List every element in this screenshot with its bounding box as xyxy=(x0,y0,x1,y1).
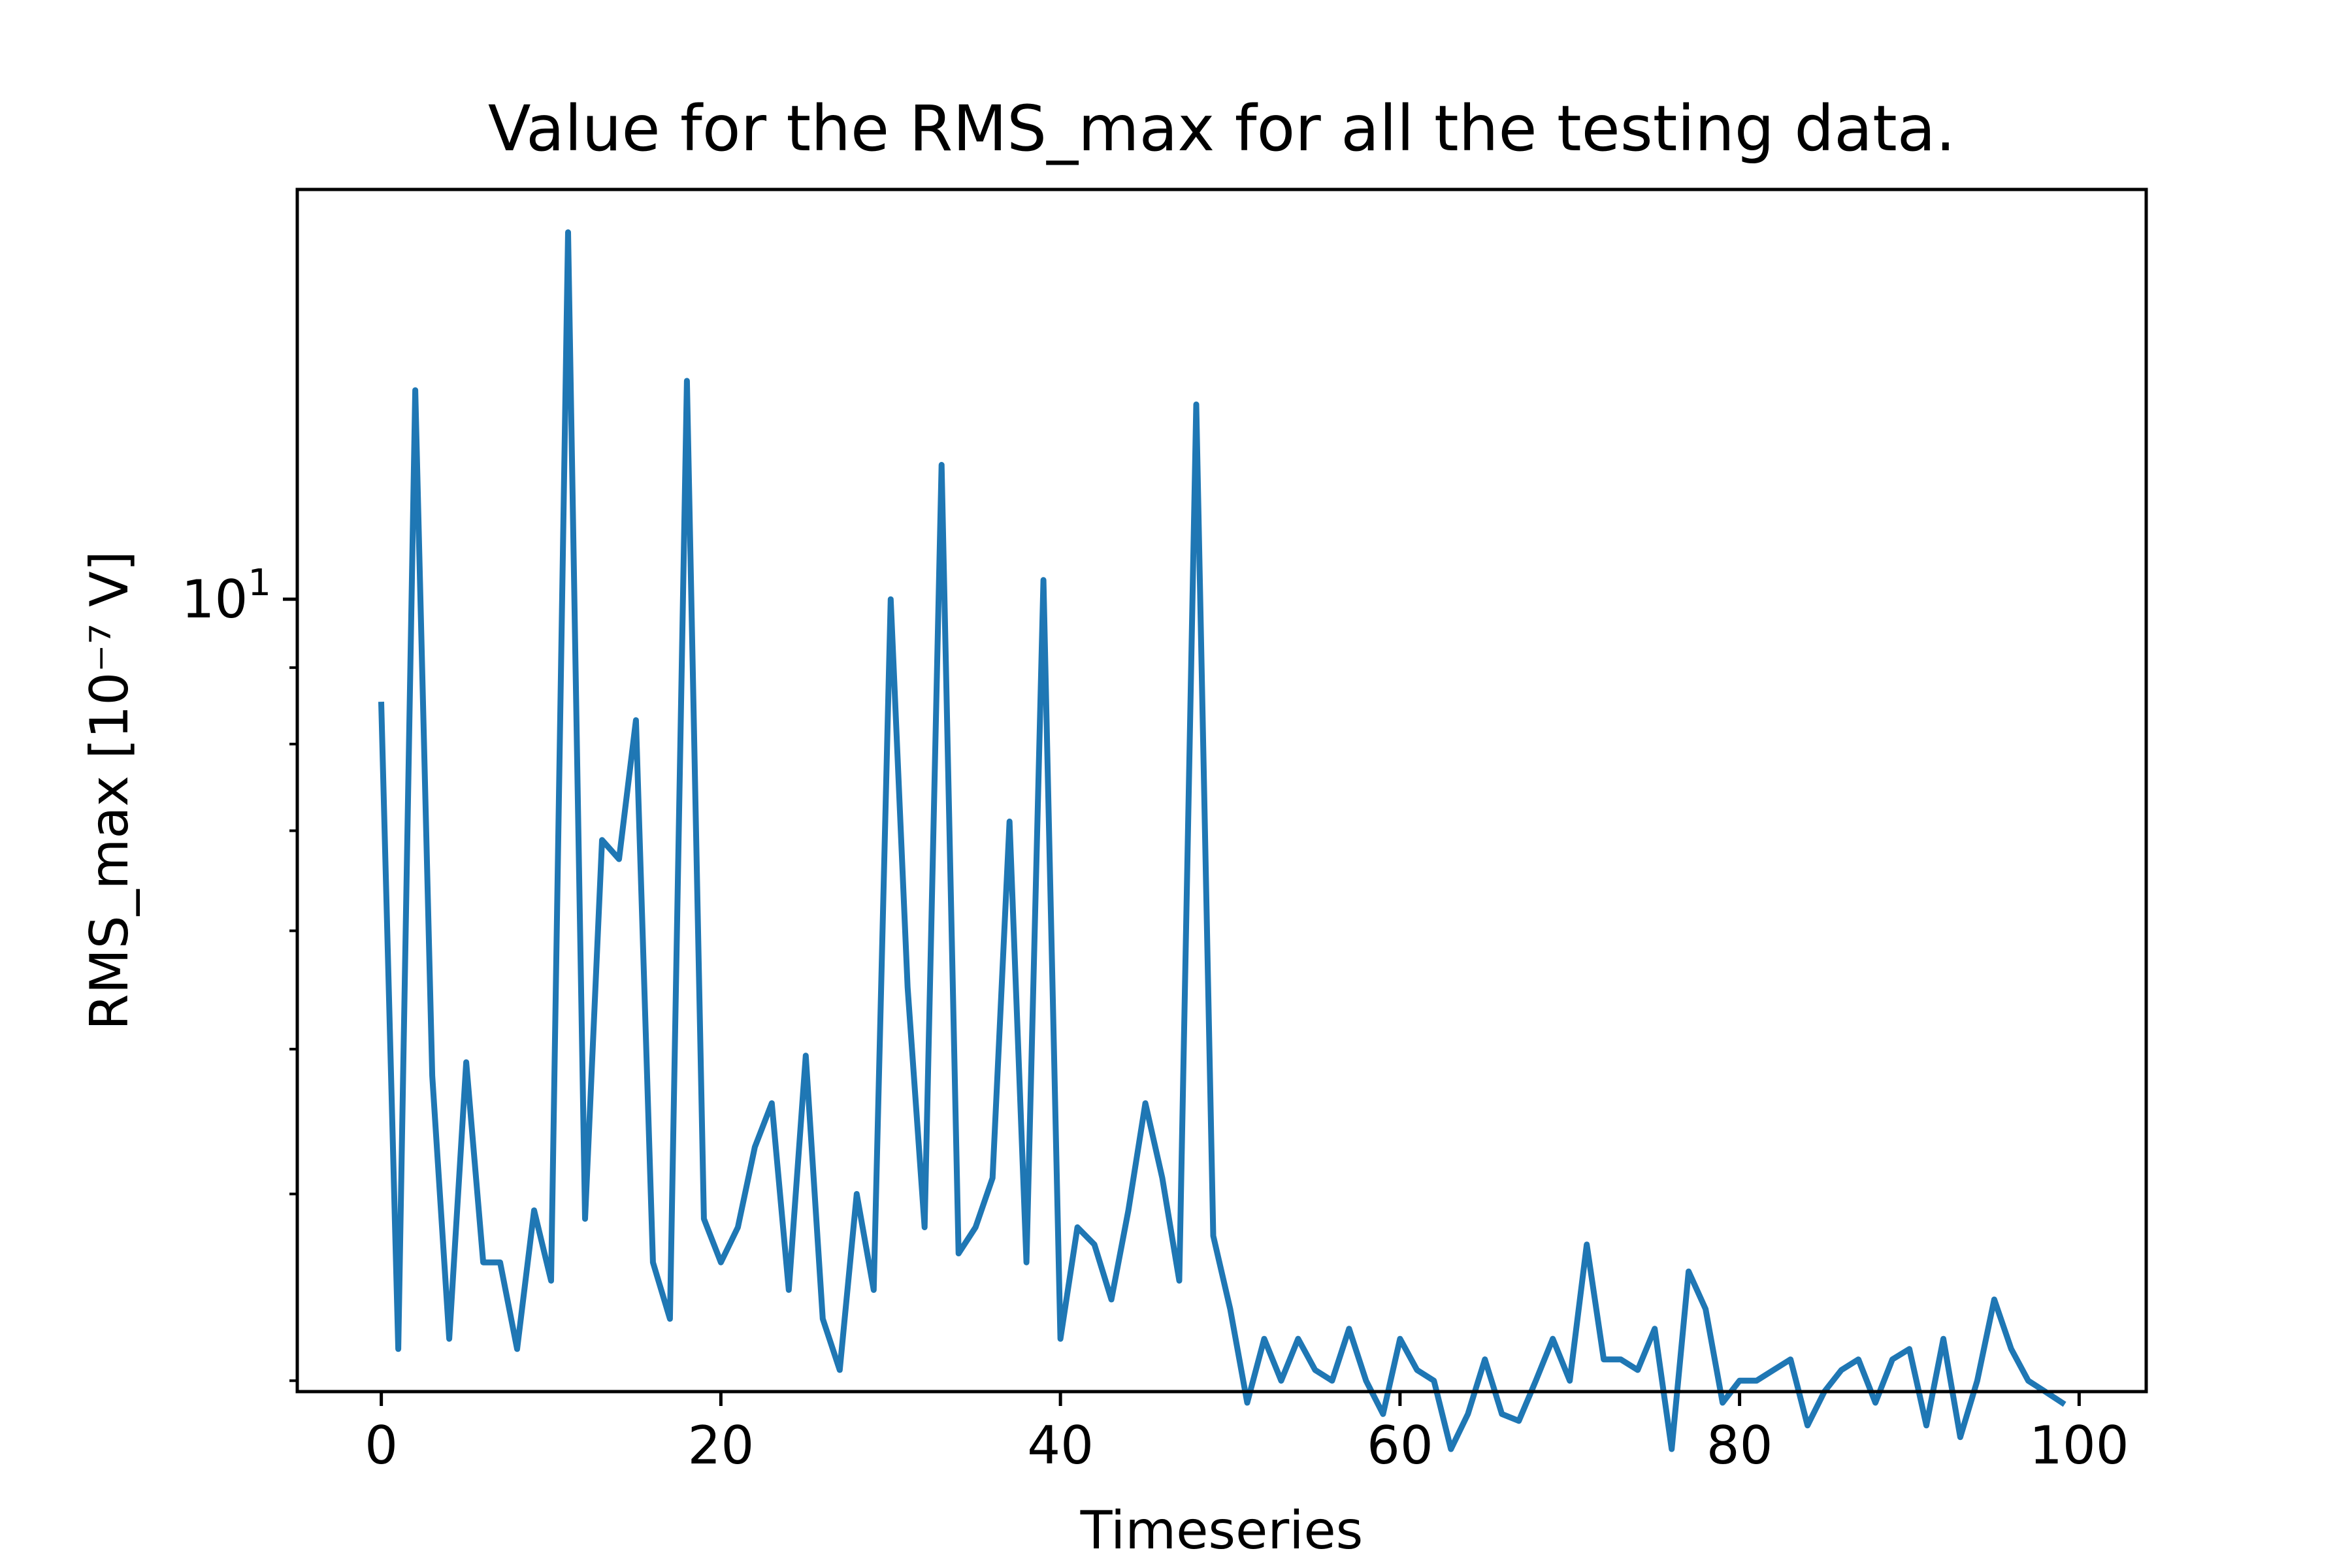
x-tick-label: 80 xyxy=(1707,1415,1773,1476)
x-axis-label: Timeseries xyxy=(1080,1500,1364,1561)
x-tick-label: 60 xyxy=(1367,1415,1433,1476)
x-tick-label: 20 xyxy=(687,1415,754,1476)
plot-area-frame xyxy=(295,188,2148,1394)
x-tick-label: 0 xyxy=(365,1415,398,1476)
x-tick-label: 100 xyxy=(2029,1415,2129,1476)
y-tick-label: 101 xyxy=(182,562,271,630)
x-tick-label: 40 xyxy=(1027,1415,1094,1476)
series-layer xyxy=(378,229,2066,1452)
x-axis: 0 20 40 60 80 100 xyxy=(365,1392,2129,1476)
chart-title: Value for the RMS_max for all the testin… xyxy=(488,92,1955,165)
series-line-0 xyxy=(378,229,2066,1452)
y-axis-label: RMS_max [10⁻⁷ V] xyxy=(79,551,140,1030)
y-axis: 101 xyxy=(182,562,297,1382)
